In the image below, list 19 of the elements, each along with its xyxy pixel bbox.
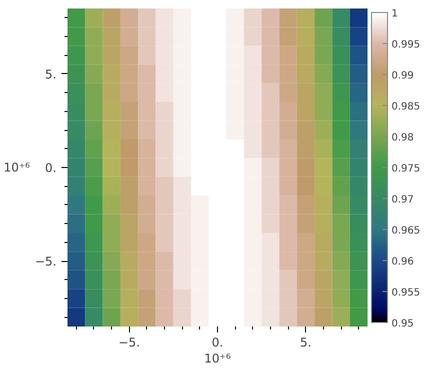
color-bar-label: 0.96 [392, 256, 414, 268]
color-bar-label: 0.955 [392, 288, 420, 298]
y-tick-label: 0. [45, 161, 57, 175]
color-bar-label: 0.97 [392, 194, 414, 206]
x-tick-label: 5. [300, 336, 312, 350]
color-bar-label: 0.99 [392, 70, 414, 82]
color-bar-label: 1 [392, 8, 398, 20]
color-bar-label: 0.975 [392, 164, 420, 174]
color-bar-label: 0.995 [392, 40, 420, 50]
x-tick-label: 0. [212, 336, 224, 350]
y-tick-label: 5. [45, 67, 57, 82]
color-bar-label: 0.95 [392, 318, 414, 330]
color-bar-label: 0.985 [392, 102, 420, 112]
color-bar-label: 0.98 [392, 132, 414, 144]
y-axis-title: 10⁺⁶ [4, 160, 30, 174]
y-tick-label: −5. [34, 254, 57, 269]
x-axis-title: 10⁺⁶ [204, 352, 231, 366]
color-bar-label: 0.965 [392, 226, 420, 236]
x-tick-label: −5. [118, 336, 140, 350]
